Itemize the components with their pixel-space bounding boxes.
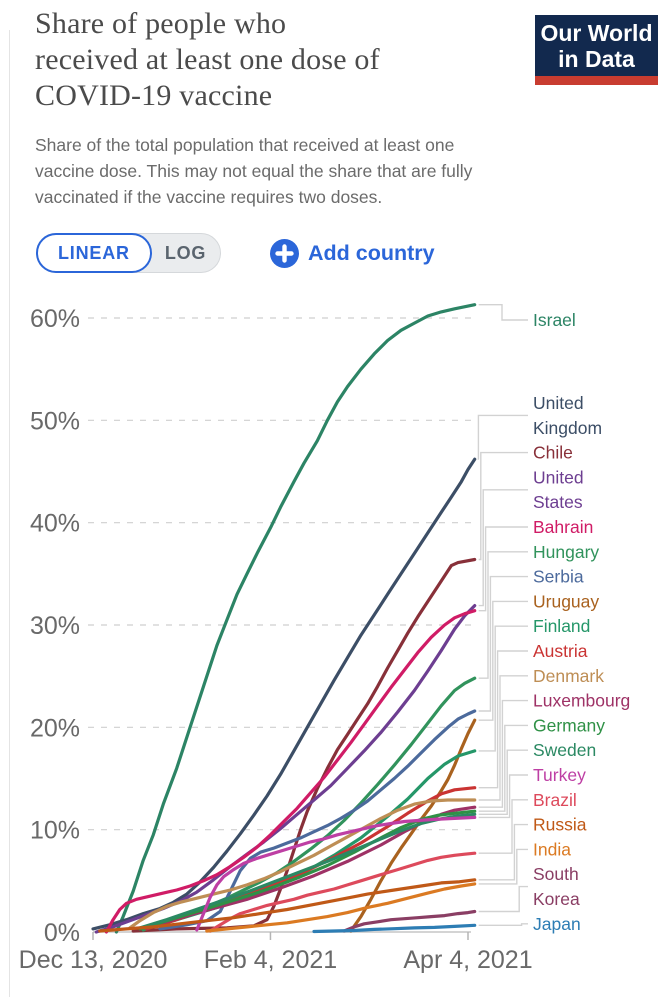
country-label-turkey[interactable]: Turkey	[533, 765, 586, 785]
country-label-russia[interactable]: Russia	[533, 815, 587, 835]
page-title-line: Share of people who	[35, 7, 287, 40]
owid-logo-stripe	[535, 76, 658, 85]
country-label-chile[interactable]: Chile	[533, 443, 573, 463]
plus-icon	[270, 238, 299, 268]
left-border-rule	[9, 30, 10, 997]
x-tick-label: Dec 13, 2020	[19, 946, 168, 974]
series-line-turkey[interactable]	[195, 815, 477, 932]
page-title-line: COVID-19 vaccine	[35, 79, 273, 112]
y-tick-label: 50%	[30, 407, 80, 435]
label-connector	[478, 489, 528, 607]
country-label-japan[interactable]: Japan	[533, 914, 581, 934]
label-connector	[478, 885, 528, 913]
label-connector	[478, 526, 528, 612]
country-label-south-korea[interactable]: South	[533, 864, 579, 884]
label-connector	[478, 923, 528, 926]
series-line-south-korea[interactable]	[342, 909, 477, 933]
label-connector	[478, 650, 528, 789]
owid-logo-line1: Our World	[540, 20, 653, 46]
series-line-brazil[interactable]	[208, 851, 477, 933]
label-connector	[477, 414, 528, 460]
chart-subtitle-line: vaccine dose. This may not equal the sha…	[35, 160, 473, 181]
label-connector	[478, 600, 528, 721]
country-label-united-states[interactable]: United	[533, 467, 584, 487]
y-tick-label: 20%	[30, 714, 80, 742]
country-label-israel[interactable]: Israel	[533, 310, 576, 330]
country-label-bahrain[interactable]: Bahrain	[533, 517, 593, 537]
y-tick-label: 0%	[44, 919, 80, 947]
scale-toggle: LINEAR LOG	[36, 233, 222, 273]
country-label-hungary[interactable]: Hungary	[533, 542, 599, 562]
label-connector	[478, 625, 528, 752]
country-label-germany[interactable]: Germany	[533, 715, 605, 735]
country-label-denmark[interactable]: Denmark	[533, 666, 604, 686]
country-label-austria[interactable]: Austria	[533, 641, 588, 661]
label-connector	[478, 749, 528, 815]
page-title: Share of people who received at least on…	[35, 6, 525, 114]
series-line-india[interactable]	[205, 882, 477, 933]
country-label-south-korea[interactable]: Korea	[533, 889, 580, 909]
label-connector	[478, 699, 528, 808]
series-line-germany[interactable]	[138, 809, 477, 931]
chart-subtitle-line: vaccinated if the vaccine requires two d…	[35, 186, 383, 207]
chart-subtitle-line: Share of the total population that recei…	[35, 134, 455, 155]
country-label-brazil[interactable]: Brazil	[533, 790, 577, 810]
country-label-uruguay[interactable]: Uruguay	[533, 591, 599, 611]
x-tick-label: Feb 4, 2021	[204, 946, 337, 974]
series-line-israel[interactable]	[114, 303, 477, 934]
series-line-united-kingdom[interactable]	[91, 457, 477, 931]
series-line-denmark[interactable]	[128, 798, 477, 930]
country-label-finland[interactable]: Finland	[533, 616, 590, 636]
country-label-sweden[interactable]: Sweden	[533, 740, 596, 760]
label-connector	[478, 774, 528, 819]
label-connector	[478, 551, 528, 679]
label-connector	[478, 451, 528, 561]
x-tick-label: Apr 4, 2021	[403, 946, 532, 974]
country-label-india[interactable]: India	[533, 839, 571, 859]
country-label-united-kingdom[interactable]: United	[533, 393, 584, 413]
add-country-button[interactable]: Add country	[270, 236, 435, 270]
page-title-line: received at least one dose of	[35, 43, 380, 76]
owid-logo[interactable]: Our World in Data	[535, 15, 658, 85]
owid-logo-line2: in Data	[558, 46, 635, 72]
series-line-russia[interactable]	[98, 878, 477, 933]
scale-log-button[interactable]: LOG	[151, 234, 220, 272]
series-line-japan[interactable]	[312, 923, 477, 934]
label-connector	[478, 848, 528, 885]
scale-linear-button[interactable]: LINEAR	[36, 233, 152, 273]
label-connector	[478, 675, 528, 801]
label-connector	[478, 799, 528, 854]
label-connector	[478, 724, 528, 812]
label-connector	[478, 823, 528, 881]
label-connector	[478, 304, 528, 321]
y-tick-label: 40%	[30, 510, 80, 538]
owid-logo-text: Our World in Data	[535, 15, 658, 76]
country-label-united-kingdom[interactable]: Kingdom	[533, 418, 602, 438]
chart-subtitle: Share of the total population that recei…	[35, 132, 595, 210]
add-country-label: Add country	[308, 240, 435, 265]
y-tick-label: 10%	[30, 817, 80, 845]
country-label-united-states[interactable]: States	[533, 492, 583, 512]
country-label-serbia[interactable]: Serbia	[533, 567, 584, 587]
series-line-bahrain[interactable]	[104, 609, 477, 934]
series-line-finland[interactable]	[145, 749, 477, 930]
y-tick-label: 60%	[30, 305, 80, 333]
y-tick-label: 30%	[30, 612, 80, 640]
label-connector	[478, 575, 528, 712]
country-label-luxembourg[interactable]: Luxembourg	[533, 691, 630, 711]
